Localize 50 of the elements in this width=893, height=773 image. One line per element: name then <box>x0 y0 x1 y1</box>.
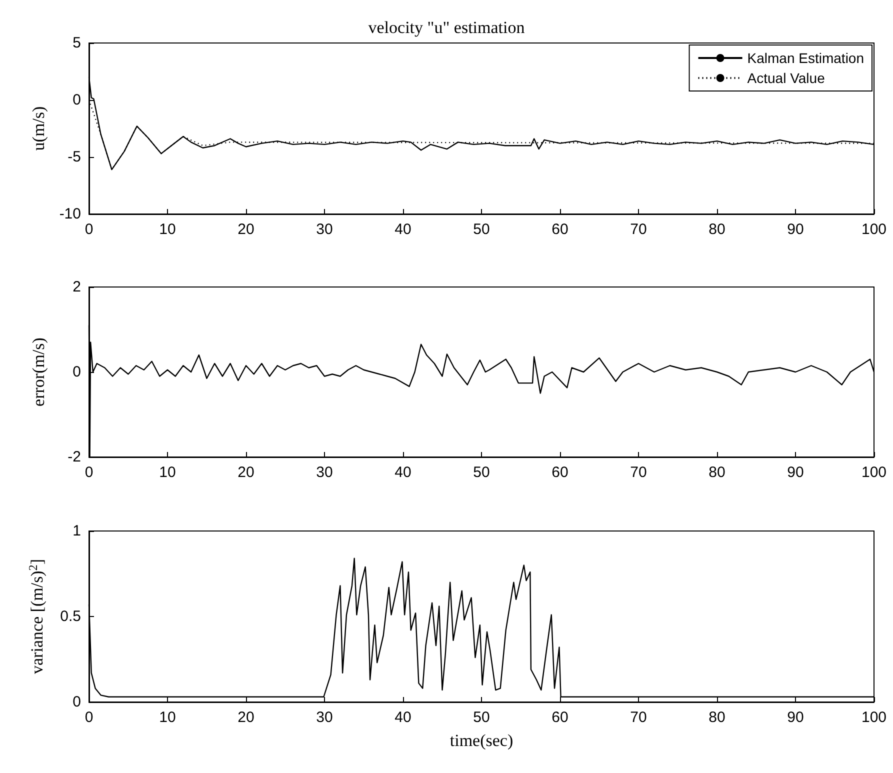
y-axis-title: u(m/s) <box>29 106 48 151</box>
x-tick-label: 70 <box>630 221 647 238</box>
y-tick-label: -2 <box>68 448 81 466</box>
y-tick-label: 0 <box>72 364 81 380</box>
x-tick-label: 40 <box>394 221 412 238</box>
x-tick-label: 20 <box>238 709 254 726</box>
x-tick-label: 40 <box>394 709 412 726</box>
x-tick-label: 80 <box>708 709 726 726</box>
x-tick-label: 30 <box>316 709 333 726</box>
x-tick-label: 70 <box>630 464 647 481</box>
legend-label: Kalman Estimation <box>747 50 864 66</box>
y-tick-label: 2 <box>72 278 81 296</box>
x-tick-label: 60 <box>552 221 568 238</box>
x-tick-label: 10 <box>159 464 176 481</box>
x-tick-label: 60 <box>552 464 568 481</box>
y-tick-label: 0 <box>72 92 81 108</box>
x-tick-label: 30 <box>316 464 333 481</box>
y-axis-title: variance [(m/s)2] <box>26 558 46 674</box>
x-tick-label: 50 <box>473 221 490 238</box>
x-tick-label: 20 <box>238 464 254 481</box>
x-tick-label: 80 <box>708 464 726 481</box>
y-tick-label: 1 <box>72 522 81 540</box>
x-tick-label: 80 <box>708 221 726 238</box>
y-tick-label: -5 <box>68 148 81 166</box>
x-tick-label: 20 <box>238 221 254 238</box>
x-tick-label: 90 <box>787 709 804 726</box>
x-tick-label: 50 <box>473 464 490 481</box>
x-tick-label: 10 <box>159 221 176 238</box>
x-tick-label: 30 <box>316 221 333 238</box>
x-tick-label: 70 <box>630 709 647 726</box>
x-tick-label: 0 <box>84 464 94 481</box>
x-tick-label: 40 <box>394 464 412 481</box>
legend-label: Actual Value <box>747 70 826 86</box>
x-tick-label: 0 <box>84 709 94 726</box>
x-tick-label: 100 <box>861 221 887 238</box>
x-tick-label: 0 <box>84 221 94 238</box>
x-tick-label: 50 <box>473 709 490 726</box>
x-tick-label: 60 <box>552 709 568 726</box>
x-tick-label: 100 <box>861 709 887 726</box>
y-tick-label: 5 <box>72 34 81 52</box>
y-axis-title: error(m/s) <box>29 338 48 406</box>
x-tick-label: 10 <box>159 709 176 726</box>
x-tick-label: 90 <box>787 464 804 481</box>
y-tick-label: 0.5 <box>60 608 81 625</box>
y-tick-label: -10 <box>59 206 81 222</box>
y-tick-label: 0 <box>72 694 81 710</box>
chart-title: velocity "u" estimation <box>368 18 526 37</box>
x-axis-title: time(sec) <box>450 731 514 750</box>
x-tick-label: 90 <box>787 221 804 238</box>
x-tick-label: 100 <box>861 464 887 481</box>
